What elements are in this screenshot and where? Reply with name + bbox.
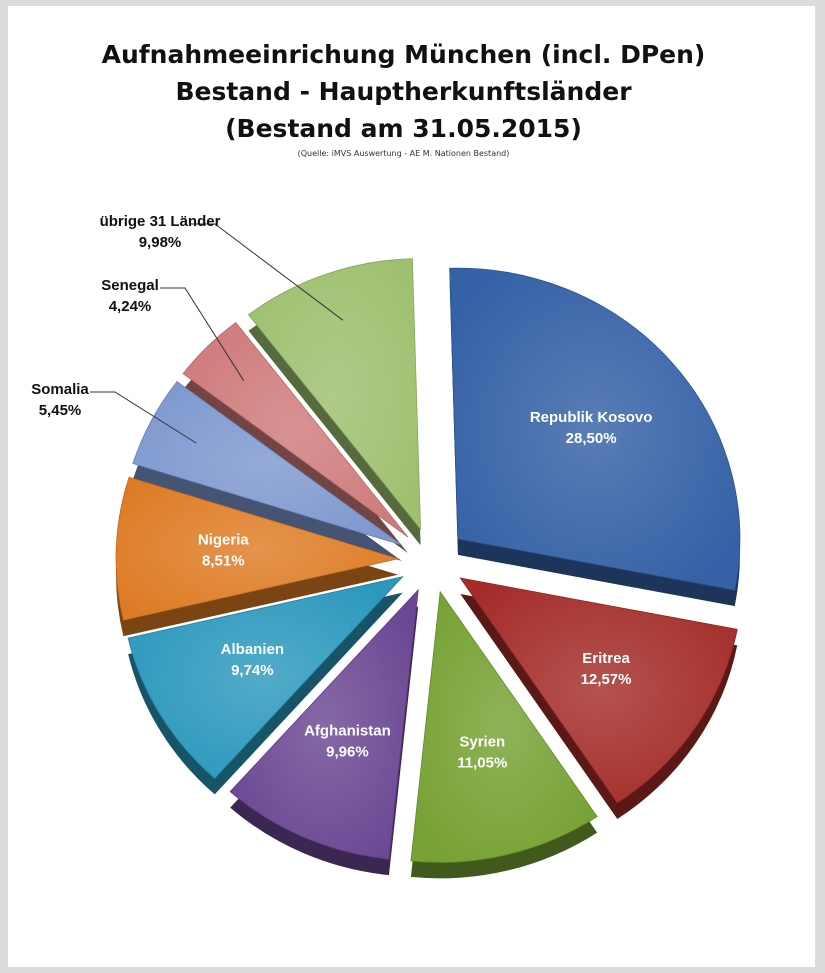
pie-slice [182,321,409,538]
label-leader-line [190,223,344,321]
slice-label-eritrea: Eritrea [582,650,630,667]
slice-label-syrien: Syrien [459,734,505,751]
chart-title-line-3: (Bestand am 31.05.2015) [225,114,582,143]
slice-label--brige-31-l-nder: übrige 31 Länder [100,213,221,230]
slice-label-senegal: Senegal [101,277,159,294]
pie-label-layer: Republik Kosovo 28,50% Eritrea 12,57% Syrien… [31,213,652,772]
slice-label-somalia: Somalia [31,381,89,398]
pie-slice [459,577,738,804]
pie-slice [127,575,404,779]
pie-slice [410,590,598,863]
pie-slice [229,588,419,860]
slice-value-senegal: 4,24% [109,298,152,315]
pie-slice [449,267,741,591]
slice-value--brige-31-l-nder: 9,98% [139,234,182,251]
chart-title-block: Aufnahmeeinrichung München (incl. DPen) … [0,36,807,158]
slice-label-republik-kosovo: Republik Kosovo [530,409,653,426]
chart-title-line-1: Aufnahmeeinrichung München (incl. DPen) [101,40,706,69]
pie-slice [247,258,422,531]
slice-value-albanien: 9,74% [231,662,274,679]
chart-source-note: (Quelle: iMVS Auswertung - AE M. Natione… [297,149,510,158]
slice-value-nigeria: 8,51% [202,552,245,569]
slice-value-afghanistan: 9,96% [326,743,369,760]
slice-value-syrien: 11,05% [457,755,507,772]
pie-slice [115,476,400,621]
label-leader-line [160,287,245,381]
chart-title-line-2: Bestand - Hauptherkunftsländer [175,77,632,106]
slice-label-albanien: Albanien [221,641,284,658]
pie-slice [132,381,403,546]
slice-value-somalia: 5,45% [39,402,82,419]
slice-value-republik-kosovo: 28,50% [566,430,617,447]
label-leader-line [90,391,197,444]
pie-top-layer [115,258,741,863]
slice-label-afghanistan: Afghanistan [304,722,391,739]
slice-label-nigeria: Nigeria [198,531,250,548]
slice-value-eritrea: 12,57% [581,671,632,688]
